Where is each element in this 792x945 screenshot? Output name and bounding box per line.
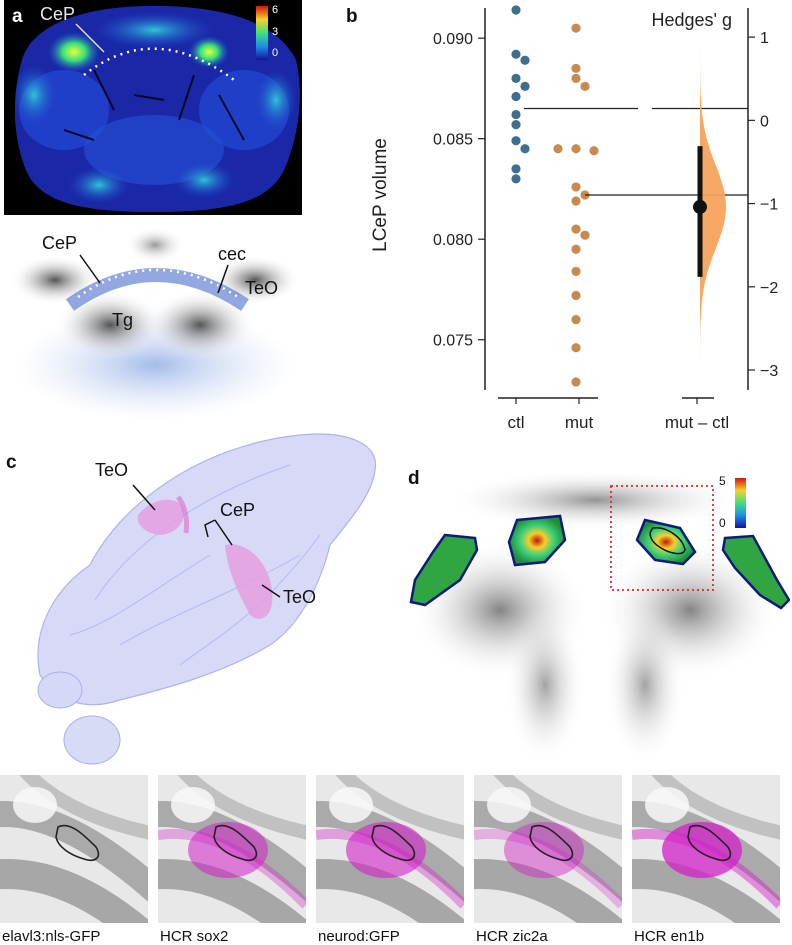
right-y-tick-label: −1	[760, 197, 778, 214]
anatomy-image	[10, 227, 300, 420]
panel-d-letter: d	[408, 468, 420, 489]
right-y-tick-label: 0	[760, 113, 769, 130]
data-point	[571, 23, 581, 33]
data-point	[571, 63, 581, 73]
teo-top-label: TeO	[95, 460, 129, 480]
x-tick-label: mut	[565, 413, 594, 432]
panel-a-heatmap	[4, 0, 302, 215]
right-y-tick-label: −2	[760, 280, 778, 297]
colorbar-d-tick-5: 5	[719, 474, 726, 488]
brain-heatmap-image	[14, 6, 300, 212]
panel-c-rendering	[0, 425, 400, 785]
data-point	[571, 73, 581, 83]
data-point	[511, 91, 521, 102]
caption-sox2: HCR sox2	[160, 928, 229, 945]
right-y-tick-label: 1	[760, 30, 769, 47]
tile-sox2	[158, 775, 306, 923]
caption-zic2a: HCR zic2a	[476, 928, 548, 945]
panel-d-overlay	[405, 470, 791, 770]
tile-elavl3	[0, 775, 148, 923]
data-point	[511, 73, 521, 83]
x-tick-label: mut – ctl	[665, 413, 729, 432]
data-point	[520, 55, 530, 65]
bootstrap-distribution	[700, 20, 726, 387]
data-point	[511, 5, 521, 15]
panel-b-letter: b	[346, 6, 358, 27]
data-point	[571, 144, 581, 154]
anatomy-cep-label: CeP	[42, 233, 78, 253]
panel-e-tiles	[0, 775, 792, 925]
right-y-tick-label: −3	[760, 363, 778, 380]
data-point	[511, 120, 521, 130]
x-tick-label: ctl	[508, 413, 525, 432]
data-point	[511, 109, 521, 120]
data-point	[520, 81, 530, 92]
data-point	[571, 290, 581, 301]
cep-3d-label: CeP	[220, 500, 256, 520]
left-y-tick-label: 0.085	[433, 132, 473, 149]
data-point	[511, 49, 521, 59]
data-point	[571, 343, 581, 353]
left-y-tick-label: 0.075	[433, 333, 473, 350]
colorbar-d-tick-0: 0	[719, 516, 726, 530]
data-point	[553, 144, 563, 154]
anatomy-teo-label: TeO	[245, 278, 279, 298]
tile-en1b	[632, 775, 780, 923]
data-point	[571, 266, 581, 276]
data-point	[520, 144, 530, 154]
data-point	[571, 315, 581, 325]
cep-heatmap-overlay	[409, 470, 791, 765]
colorbar-a-tick-6: 6	[272, 4, 279, 16]
left-y-tick-label: 0.090	[433, 31, 473, 48]
tile-neurod	[316, 775, 464, 923]
brain-3d-rendering	[37, 433, 377, 765]
caption-elavl3: elavl3:nls-GFP	[2, 928, 101, 945]
anatomy-tg-label: Tg	[112, 310, 134, 330]
data-point	[571, 224, 581, 234]
anatomy-cec-label: cec	[218, 244, 247, 264]
hedges-g-label: Hedges' g	[652, 10, 733, 30]
data-point	[571, 196, 581, 206]
panel-a-letter: a	[10, 6, 25, 28]
data-point	[511, 164, 521, 174]
data-point	[580, 81, 590, 92]
data-point	[571, 182, 581, 192]
colorbar-a	[256, 6, 268, 60]
caption-en1b: HCR en1b	[634, 928, 705, 945]
data-point	[589, 146, 599, 156]
effect-size-mean	[693, 199, 707, 214]
colorbar-a-tick-0: 0	[272, 47, 279, 59]
data-point	[571, 244, 581, 254]
caption-neurod: neurod:GFP	[318, 928, 400, 945]
data-point	[511, 174, 521, 184]
estimation-plot: LCeP volume 0.075 0.080 0.085 0.090 −3 −2 −1 0…	[370, 5, 778, 432]
panel-c-letter: c	[6, 452, 17, 473]
colorbar-d	[735, 478, 746, 528]
panel-a-anatomy	[10, 225, 300, 420]
left-y-tick-label: 0.080	[433, 232, 473, 249]
heatmap-cep-label: CeP	[40, 4, 76, 24]
zoom-region-box	[610, 485, 714, 591]
tile-zic2a	[474, 775, 622, 923]
colorbar-a-tick-3: 3	[272, 26, 279, 38]
data-point	[571, 377, 581, 387]
data-point	[511, 136, 521, 146]
teo-right-label: TeO	[283, 587, 317, 607]
y-axis-label: LCeP volume	[370, 138, 391, 252]
data-point	[580, 230, 590, 240]
